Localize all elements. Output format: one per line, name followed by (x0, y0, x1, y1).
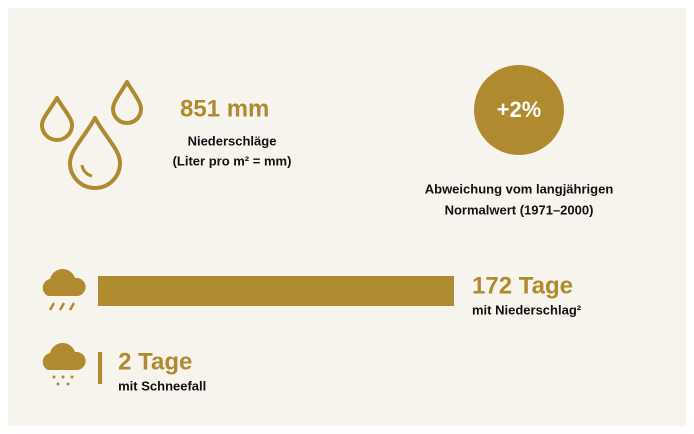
days-value: 172 Tage (472, 272, 573, 299)
days-label: mit Niederschlag² (472, 302, 582, 317)
precipitation-amount: 851 mm (180, 95, 269, 122)
days-label: mit Schneefall (118, 378, 206, 393)
precipitation-label: Niederschläge (188, 133, 277, 148)
drops-icon (40, 80, 143, 190)
deviation-label: Abweichung vom langjährigen (425, 181, 614, 196)
deviation-label: Normalwert (1971–2000) (445, 202, 594, 217)
deviation-circle (474, 65, 564, 155)
days-bar (98, 352, 103, 384)
deviation-value: +2% (497, 97, 542, 122)
days-bar (98, 276, 454, 306)
precipitation-note: (Liter pro m² = mm) (173, 153, 292, 168)
snow-cloud-icon (42, 343, 86, 386)
panel (8, 8, 686, 426)
rain-cloud-icon (42, 269, 86, 311)
days-value: 2 Tage (118, 348, 192, 375)
